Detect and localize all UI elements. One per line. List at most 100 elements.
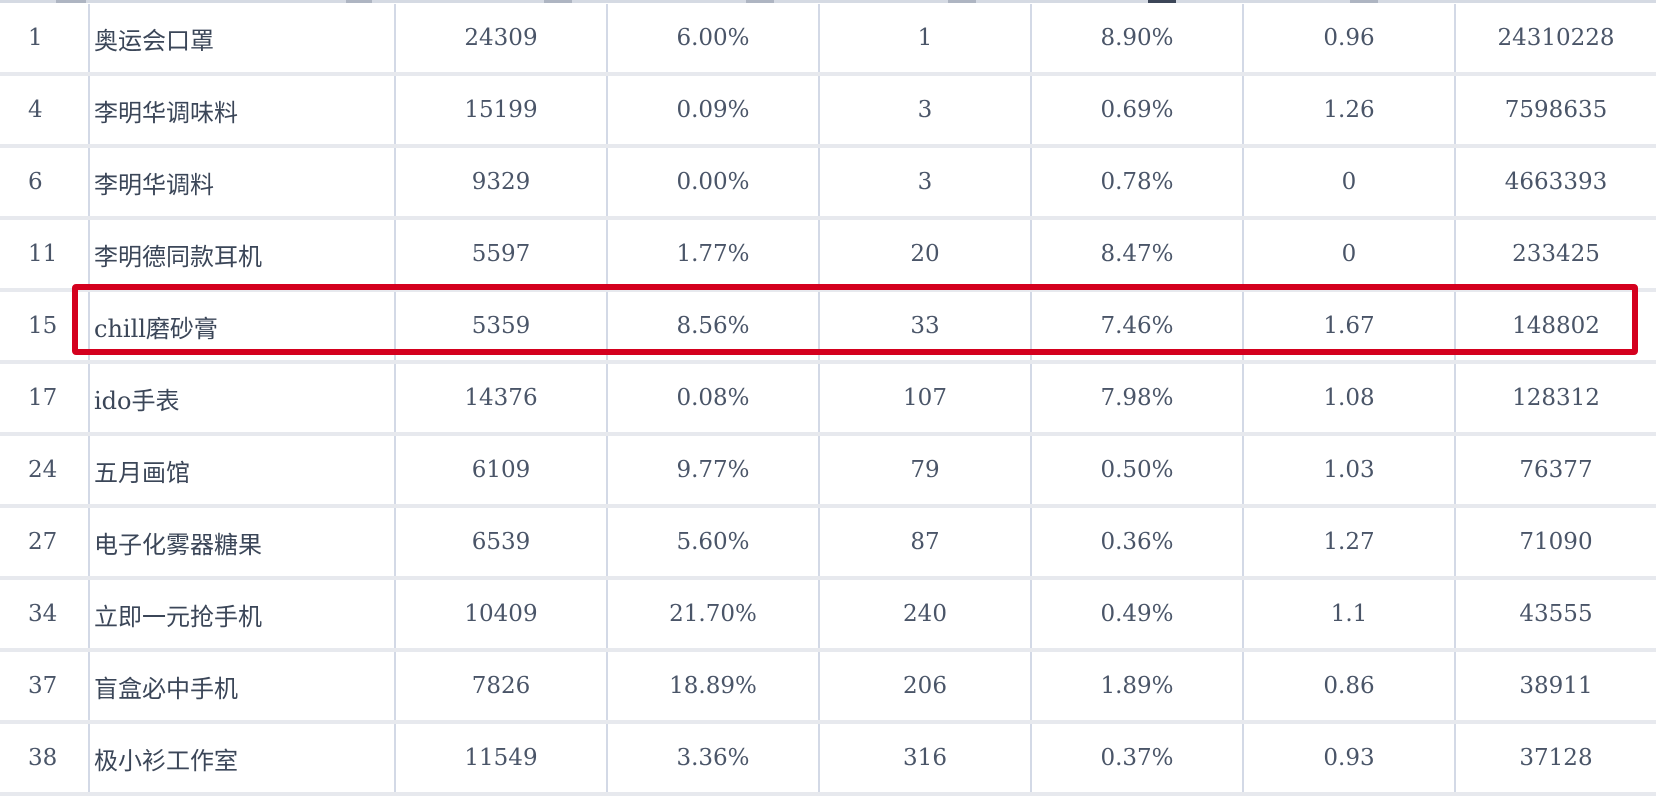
percent-cell: 1.89% — [1030, 652, 1242, 720]
value-cell: 0 — [1242, 220, 1454, 288]
header-sort-mark — [56, 0, 86, 3]
header-sort-mark-active — [1148, 0, 1176, 3]
table-row[interactable]: 27 电子化雾器糖果 6539 5.60% 87 0.36% 1.27 7109… — [0, 508, 1656, 580]
percent-cell: 0.08% — [606, 364, 818, 432]
value-cell: 7598635 — [1454, 76, 1656, 144]
rank-cell: 37 — [28, 673, 58, 699]
rank-cell: 15 — [28, 313, 58, 339]
value-cell: 3 — [818, 76, 1030, 144]
value-cell: 4663393 — [1454, 148, 1656, 216]
percent-cell: 0.50% — [1030, 436, 1242, 504]
value-cell: 9329 — [394, 148, 606, 216]
keyword-cell: 李明德同款耳机 — [88, 220, 394, 288]
percent-cell: 3.36% — [606, 724, 818, 792]
value-cell: 20 — [818, 220, 1030, 288]
keyword-cell: chill磨砂膏 — [88, 292, 394, 360]
keyword-cell: 李明华调味料 — [88, 76, 394, 144]
percent-cell: 8.47% — [1030, 220, 1242, 288]
rank-cell: 34 — [28, 601, 58, 627]
value-cell: 38911 — [1454, 652, 1656, 720]
rank-cell: 38 — [28, 745, 58, 771]
value-cell: 6109 — [394, 436, 606, 504]
table-row[interactable]: 37 盲盒必中手机 7826 18.89% 206 1.89% 0.86 389… — [0, 652, 1656, 724]
keyword-cell: 立即一元抢手机 — [88, 580, 394, 648]
value-cell: 128312 — [1454, 364, 1656, 432]
header-sort-mark — [544, 0, 572, 3]
table-row[interactable]: 17 ido手表 14376 0.08% 107 7.98% 1.08 1283… — [0, 364, 1656, 436]
value-cell: 5597 — [394, 220, 606, 288]
table-row[interactable]: 6 李明华调料 9329 0.00% 3 0.78% 0 4663393 — [0, 148, 1656, 220]
percent-cell: 0.00% — [606, 148, 818, 216]
value-cell: 0.86 — [1242, 652, 1454, 720]
percent-cell: 21.70% — [606, 580, 818, 648]
value-cell: 24309 — [394, 4, 606, 72]
value-cell: 1.08 — [1242, 364, 1454, 432]
percent-cell: 8.56% — [606, 292, 818, 360]
value-cell: 3 — [818, 148, 1030, 216]
value-cell: 206 — [818, 652, 1030, 720]
table-row[interactable]: 24 五月画馆 6109 9.77% 79 0.50% 1.03 76377 — [0, 436, 1656, 508]
percent-cell: 1.77% — [606, 220, 818, 288]
value-cell: 1.1 — [1242, 580, 1454, 648]
rank-cell: 1 — [28, 25, 43, 51]
value-cell: 233425 — [1454, 220, 1656, 288]
percent-cell: 5.60% — [606, 508, 818, 576]
value-cell: 240 — [818, 580, 1030, 648]
value-cell: 1 — [818, 4, 1030, 72]
keyword-cell: 五月画馆 — [88, 436, 394, 504]
keyword-cell: 奥运会口罩 — [88, 4, 394, 72]
value-cell: 0.96 — [1242, 4, 1454, 72]
percent-cell: 8.90% — [1030, 4, 1242, 72]
value-cell: 148802 — [1454, 292, 1656, 360]
table-row[interactable]: 34 立即一元抢手机 10409 21.70% 240 0.49% 1.1 43… — [0, 580, 1656, 652]
table-row-highlighted[interactable]: 15 chill磨砂膏 5359 8.56% 33 7.46% 1.67 148… — [0, 292, 1656, 364]
rank-cell: 17 — [28, 385, 58, 411]
value-cell: 316 — [818, 724, 1030, 792]
table-row[interactable]: 38 极小衫工作室 11549 3.36% 316 0.37% 0.93 371… — [0, 724, 1656, 796]
value-cell: 1.27 — [1242, 508, 1454, 576]
rank-cell: 6 — [28, 169, 43, 195]
value-cell: 33 — [818, 292, 1030, 360]
keyword-cell: 极小衫工作室 — [88, 724, 394, 792]
value-cell: 15199 — [394, 76, 606, 144]
value-cell: 6539 — [394, 508, 606, 576]
table-row[interactable]: 11 李明德同款耳机 5597 1.77% 20 8.47% 0 233425 — [0, 220, 1656, 292]
table-header-edge — [0, 0, 1656, 3]
header-sort-mark — [346, 0, 372, 3]
header-sort-mark — [1350, 0, 1378, 3]
value-cell: 1.67 — [1242, 292, 1454, 360]
header-sort-mark — [948, 0, 976, 3]
value-cell: 37128 — [1454, 724, 1656, 792]
value-cell: 0.93 — [1242, 724, 1454, 792]
keyword-cell: 电子化雾器糖果 — [88, 508, 394, 576]
value-cell: 76377 — [1454, 436, 1656, 504]
rank-cell: 4 — [28, 97, 43, 123]
percent-cell: 6.00% — [606, 4, 818, 72]
percent-cell: 0.49% — [1030, 580, 1242, 648]
table-body: 1 奥运会口罩 24309 6.00% 1 8.90% 0.96 2431022… — [0, 4, 1656, 796]
percent-cell: 0.09% — [606, 76, 818, 144]
value-cell: 1.03 — [1242, 436, 1454, 504]
value-cell: 5359 — [394, 292, 606, 360]
value-cell: 71090 — [1454, 508, 1656, 576]
percent-cell: 7.98% — [1030, 364, 1242, 432]
value-cell: 1.26 — [1242, 76, 1454, 144]
keyword-cell: ido手表 — [88, 364, 394, 432]
percent-cell: 7.46% — [1030, 292, 1242, 360]
table-row[interactable]: 1 奥运会口罩 24309 6.00% 1 8.90% 0.96 2431022… — [0, 4, 1656, 76]
percent-cell: 0.37% — [1030, 724, 1242, 792]
percent-cell: 0.36% — [1030, 508, 1242, 576]
rank-cell: 24 — [28, 457, 58, 483]
percent-cell: 0.78% — [1030, 148, 1242, 216]
table-row[interactable]: 4 李明华调味料 15199 0.09% 3 0.69% 1.26 759863… — [0, 76, 1656, 148]
rank-cell: 27 — [28, 529, 58, 555]
value-cell: 14376 — [394, 364, 606, 432]
header-sort-mark — [746, 0, 774, 3]
keyword-cell: 李明华调料 — [88, 148, 394, 216]
percent-cell: 9.77% — [606, 436, 818, 504]
keyword-cell: 盲盒必中手机 — [88, 652, 394, 720]
value-cell: 0 — [1242, 148, 1454, 216]
value-cell: 10409 — [394, 580, 606, 648]
value-cell: 43555 — [1454, 580, 1656, 648]
